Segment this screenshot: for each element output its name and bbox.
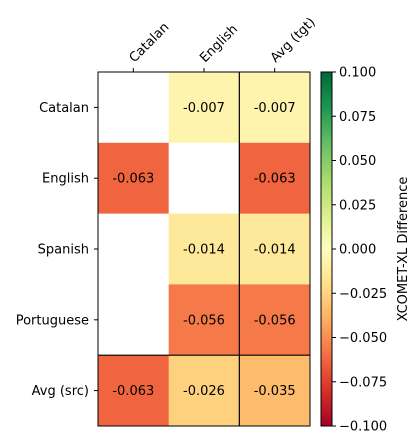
- y-tick-label: Catalan: [39, 101, 89, 116]
- cell-value-label: -0.056: [183, 313, 225, 328]
- heatmap-cells: [98, 72, 311, 427]
- y-axis: Catalan English Spanish Portuguese Avg (src): [16, 101, 98, 399]
- colorbar: 0.100 0.075 0.050 0.025 0.000 −0.025 −0.050 −0.…: [320, 66, 411, 435]
- cell-value-label: -0.007: [183, 101, 225, 116]
- heatmap-cell: [239, 72, 311, 144]
- cell-value-label: -0.056: [254, 313, 296, 328]
- heatmap-cell: [98, 142, 170, 215]
- heatmap-cell: [239, 142, 311, 215]
- colorbar-tick-label: 0.075: [339, 110, 376, 125]
- heatmap-cell: [239, 213, 311, 285]
- y-tick-label: Spanish: [38, 243, 89, 258]
- cell-value-label: -0.014: [254, 243, 296, 258]
- cell-value-label: -0.026: [183, 384, 225, 399]
- heatmap-cell: [168, 213, 240, 285]
- cell-value-label: -0.063: [112, 172, 154, 187]
- colorbar-tick-label: −0.050: [339, 331, 387, 346]
- colorbar-tick-label: −0.100: [339, 420, 387, 435]
- heatmap-cell: [168, 284, 240, 356]
- x-tick-label: Avg (tgt): [268, 15, 319, 66]
- heatmap-cell: [168, 355, 240, 427]
- y-tick-label: English: [42, 172, 89, 187]
- heatmap-cell: [168, 142, 240, 215]
- colorbar-gradient: [320, 71, 333, 427]
- heatmap-cell: [168, 72, 240, 144]
- heatmap-cell: [239, 284, 311, 356]
- cell-value-label: -0.035: [254, 384, 296, 399]
- cell-value-label: -0.014: [183, 243, 225, 258]
- heatmap-cell: [98, 355, 170, 427]
- y-tick-label: Avg (src): [32, 384, 89, 399]
- heatmap-separators: [98, 72, 310, 426]
- heatmap-cell: [98, 72, 170, 144]
- cell-value-label: -0.063: [112, 384, 154, 399]
- x-axis: Catalan English Avg (tgt): [127, 15, 319, 72]
- heatmap-cell: [98, 213, 170, 285]
- colorbar-tick-label: 0.100: [339, 66, 376, 81]
- heatmap-cell-labels: -0.007 -0.007 -0.063 -0.063 -0.014 -0.014 -0.0…: [112, 101, 295, 399]
- heatmap-cell: [239, 355, 311, 427]
- colorbar-tick-label: −0.075: [339, 375, 387, 390]
- colorbar-tick-label: 0.025: [339, 198, 376, 213]
- y-tick-label: Portuguese: [16, 313, 89, 328]
- colorbar-ticks: 0.100 0.075 0.050 0.025 0.000 −0.025 −0.050 −0.…: [332, 66, 387, 435]
- colorbar-label: XCOMET-XL Difference: [396, 177, 411, 322]
- cell-value-label: -0.063: [254, 172, 296, 187]
- colorbar-tick-label: 0.000: [339, 243, 376, 258]
- colorbar-tick-label: −0.025: [339, 287, 387, 302]
- colorbar-tick-label: 0.050: [339, 154, 376, 169]
- x-tick-label: Catalan: [127, 20, 173, 66]
- cell-value-label: -0.007: [254, 101, 296, 116]
- x-tick-label: English: [197, 22, 241, 66]
- heatmap-cell: [98, 284, 170, 356]
